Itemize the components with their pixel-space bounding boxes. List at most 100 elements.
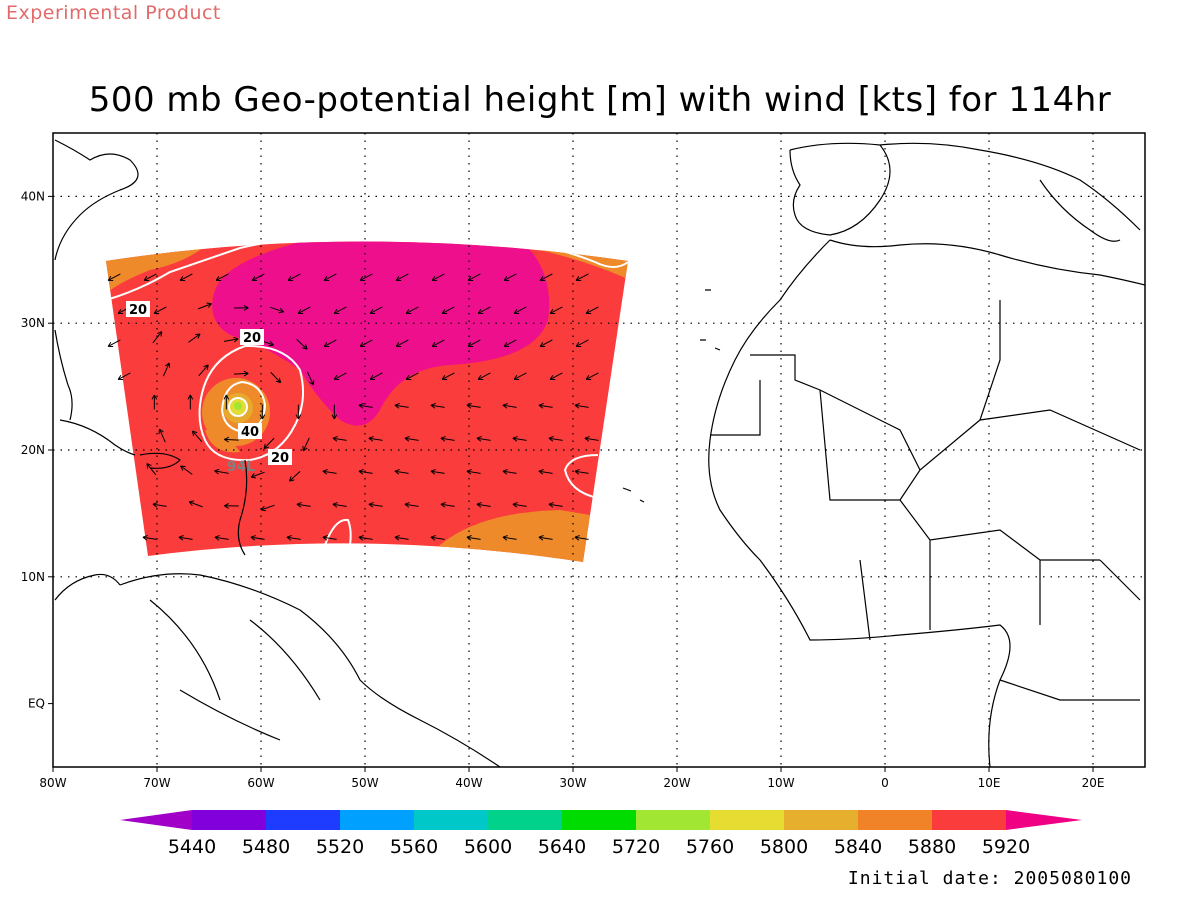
wind-arrow <box>179 273 193 281</box>
central-america-coast <box>54 573 121 601</box>
wind-arrow <box>440 503 455 507</box>
wind-arrow <box>289 471 301 482</box>
wind-arrow-head <box>431 341 438 347</box>
wind-arrow-head <box>322 469 328 475</box>
wind-arrow-head <box>441 308 448 314</box>
wind-arrow-head <box>251 275 258 281</box>
wind-arrow-head <box>394 535 400 541</box>
atlantic-islands <box>622 289 721 503</box>
wind-arrow <box>286 536 301 540</box>
wind-arrow-head <box>295 414 302 420</box>
wind-arrow <box>467 339 481 347</box>
wind-arrow-head <box>466 403 472 409</box>
wind-arrow-head <box>404 436 410 442</box>
wind-arrow <box>368 437 383 441</box>
contour-inner-ring <box>220 380 267 434</box>
wind-contours <box>105 237 629 546</box>
contour-northwest <box>105 237 301 301</box>
wind-arrow-head <box>548 502 554 508</box>
colorbar-swatch <box>932 810 1006 830</box>
wind-arrow-head <box>203 364 209 370</box>
wind-arrow-head <box>395 341 402 347</box>
wind-arrow-head <box>188 500 195 506</box>
wind-arrow-head <box>503 275 510 281</box>
lon-tick-label: 10W <box>767 776 794 790</box>
wind-arrow <box>250 536 265 540</box>
wind-arrow-head <box>405 308 412 314</box>
wind-arrow-head <box>332 436 338 442</box>
wind-arrow <box>441 372 455 380</box>
wind-arrow-head <box>395 275 402 281</box>
wind-arrow-head <box>180 465 186 471</box>
wind-arrow <box>358 536 373 540</box>
wind-arrow <box>152 331 163 344</box>
wind-arrow-head <box>214 535 220 541</box>
wind-arrow <box>548 437 563 441</box>
wind-arrow <box>466 470 481 474</box>
wind-arrow-head <box>158 428 164 435</box>
colorbar-swatch <box>710 810 784 830</box>
wind-arrow <box>332 437 347 441</box>
wind-arrow-head <box>297 308 304 314</box>
wind-arrow-head <box>117 308 124 314</box>
wind-arrow-head <box>575 275 582 281</box>
wind-arrow <box>359 273 373 281</box>
west-africa-coast <box>708 239 1011 767</box>
wind-arrow <box>441 306 455 314</box>
europe-coast <box>879 142 1141 231</box>
wind-arrow-head <box>164 362 171 369</box>
wind-arrow <box>146 463 157 476</box>
wind-arrow <box>297 306 311 314</box>
colorbar-level-label: 5640 <box>538 836 586 858</box>
wind-arrow-head <box>513 308 520 314</box>
wind-arrow-head <box>250 473 257 479</box>
colorbar-level-label: 5440 <box>168 836 216 858</box>
wind-arrow-head <box>243 370 249 377</box>
wind-arrow <box>430 536 445 540</box>
contour-south-spur <box>324 518 352 546</box>
wind-arrow <box>107 339 121 347</box>
colorbar-swatch <box>562 810 636 830</box>
wind-arrow <box>214 470 229 474</box>
wind-arrow-head <box>143 275 150 281</box>
lon-tick-label: 80W <box>39 776 66 790</box>
wind-arrow-head <box>215 275 222 281</box>
wind-arrow <box>215 273 229 281</box>
wind-arrow-head <box>477 374 484 380</box>
wind-arrow <box>512 437 527 441</box>
wind-arrow-head <box>333 308 340 314</box>
wind-arrow <box>188 333 201 343</box>
wind-arrow <box>502 536 517 540</box>
wind-arrow <box>503 273 517 281</box>
wind-arrow <box>251 273 265 281</box>
high-lobe <box>212 241 550 426</box>
south-america-interior <box>149 599 321 741</box>
wind-arrow-head <box>574 403 580 409</box>
wind-arrow-head <box>214 468 220 475</box>
wind-arrow-head <box>260 505 267 512</box>
wind-arrow <box>395 273 409 281</box>
wind-arrow-head <box>224 436 230 443</box>
wind-arrow <box>575 339 589 347</box>
iberia-coast <box>789 142 891 236</box>
axes: 80W 70W 60W 50W 40W 30W 20W 10W 0 10E 20E EQ 10N 20N 3… <box>21 189 1105 790</box>
wind-arrow-head <box>430 469 436 475</box>
colorbar-swatch <box>266 810 340 830</box>
north-america-coast <box>54 139 139 261</box>
colorbar-level-label: 5840 <box>834 836 882 858</box>
wind-arrow <box>548 503 563 507</box>
wind-arrow-head <box>440 502 446 508</box>
contour-label-ring-south: 20 <box>271 451 289 466</box>
wind-arrow <box>323 339 337 347</box>
wind-arrow <box>152 503 167 507</box>
wind-arrow-head <box>585 308 592 314</box>
storm-label: 94L <box>227 459 255 475</box>
wind-arrow <box>142 536 157 540</box>
wind-arrow-head <box>538 403 544 409</box>
wind-arrow <box>538 536 553 540</box>
contour-outer-ring <box>198 344 305 462</box>
wind-arrow-head <box>309 379 315 386</box>
wind-arrow-head <box>323 341 330 347</box>
colorbar-swatch <box>192 810 266 830</box>
